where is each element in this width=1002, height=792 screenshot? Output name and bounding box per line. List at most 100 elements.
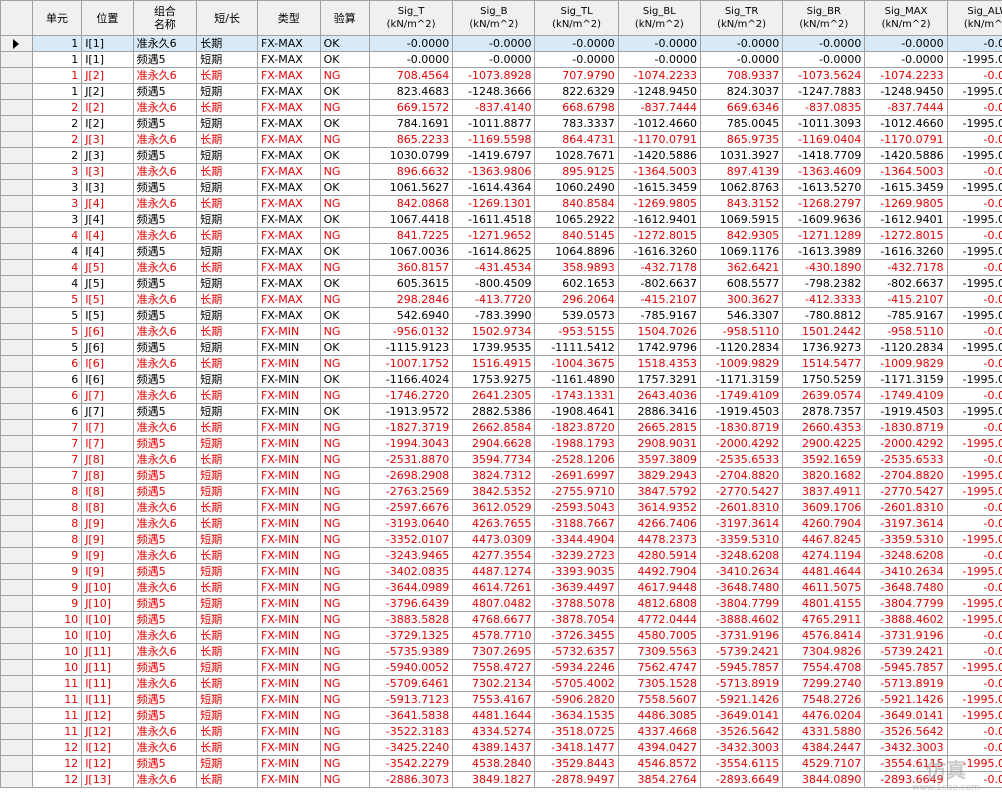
table-cell[interactable]: 4274.1194 [782, 547, 866, 564]
table-cell[interactable]: 频遇5 [132, 51, 198, 68]
table-cell[interactable]: 1514.5477 [782, 355, 866, 372]
table-cell[interactable]: 短期 [196, 371, 258, 388]
table-cell[interactable]: -3641.5838 [368, 707, 454, 724]
table-cell[interactable]: 2660.4353 [782, 419, 866, 436]
table-row[interactable]: 11 I[11] 频遇5 短期 FX-MIN NG -5913.7123 7553.4167-… [0, 691, 1002, 708]
table-cell[interactable]: 短期 [196, 595, 258, 612]
table-cell[interactable]: 频遇5 [132, 563, 198, 580]
table-cell[interactable]: 1757.3291 [617, 371, 701, 388]
table-row[interactable]: 11 J[12] 准永久6 长期 FX-MIN NG -3522.3183 4334.5274… [0, 723, 1002, 740]
table-cell[interactable]: 频遇5 [132, 339, 198, 356]
table-cell[interactable]: I[2] [81, 99, 134, 116]
table-cell[interactable]: FX-MIN [256, 627, 321, 644]
table-cell[interactable]: -0.0000 [946, 163, 1002, 180]
table-cell[interactable]: 824.3037 [699, 83, 784, 100]
table-cell[interactable]: -1614.8625 [452, 243, 536, 260]
table-cell[interactable]: -1269.9805 [864, 195, 948, 212]
table-cell[interactable]: -5735.9389 [368, 643, 454, 660]
table-cell[interactable]: NG [319, 387, 370, 404]
table-cell[interactable]: -0.0000 [946, 419, 1002, 436]
table-cell[interactable]: 1067.4418 [368, 211, 454, 228]
table-cell[interactable]: -0.0000 [782, 35, 866, 52]
table-cell[interactable]: 长期 [196, 163, 258, 180]
table-cell[interactable]: -2893.6649 [699, 771, 784, 788]
table-cell[interactable]: -2535.6533 [699, 451, 784, 468]
table-cell[interactable]: I[9] [81, 547, 134, 564]
table-cell[interactable]: -3188.7667 [534, 515, 619, 532]
table-cell[interactable]: -3197.3614 [699, 515, 784, 532]
table-cell[interactable]: 4807.0482 [452, 595, 536, 612]
table-cell[interactable]: 4266.7406 [617, 515, 701, 532]
table-cell[interactable]: 短期 [196, 483, 258, 500]
table-cell[interactable]: 2882.5386 [452, 403, 536, 420]
table-row[interactable]: 9 J[10] 频遇5 短期 FX-MIN NG -3796.6439 4807.0482 -3… [0, 595, 1002, 612]
table-cell[interactable]: 842.0868 [368, 195, 454, 212]
table-row[interactable]: 12 I[12] 准永久6 长期 FX-MIN NG -3425.2240 4389.1437… [0, 739, 1002, 756]
table-cell[interactable]: -1269.1301 [452, 195, 536, 212]
table-cell[interactable]: 1502.9734 [452, 323, 536, 340]
table-cell[interactable]: -1995.0000 [946, 115, 1002, 132]
table-cell[interactable]: 358.9893 [534, 259, 619, 276]
table-cell[interactable]: 短期 [196, 435, 258, 452]
table-cell[interactable]: -1120.2834 [864, 339, 948, 356]
table-cell[interactable]: 4476.0204 [782, 707, 866, 724]
table-cell[interactable]: -1613.3989 [782, 243, 866, 260]
table-cell[interactable]: 频遇5 [132, 147, 198, 164]
table-cell[interactable]: I[6] [81, 355, 134, 372]
table-cell[interactable]: 长期 [196, 259, 258, 276]
table-cell[interactable]: 669.1572 [368, 99, 454, 116]
table-cell[interactable]: -1913.9572 [368, 403, 454, 420]
col-header-unit[interactable]: 单元 [31, 0, 83, 36]
table-cell[interactable]: 准永久6 [132, 547, 198, 564]
table-cell[interactable]: -1009.9829 [699, 355, 784, 372]
table-row[interactable]: 10 I[10] 准永久6 长期 FX-MIN NG -3729.1325 4578.7710… [0, 627, 1002, 644]
table-cell[interactable]: 823.4683 [368, 83, 454, 100]
table-cell[interactable]: J[2] [81, 83, 134, 100]
table-cell[interactable]: -1994.3043 [368, 435, 454, 452]
table-cell[interactable]: 300.3627 [699, 291, 784, 308]
table-cell[interactable]: FX-MIN [256, 371, 321, 388]
table-cell[interactable]: -3648.7480 [699, 579, 784, 596]
table-cell[interactable]: 1069.5915 [699, 211, 784, 228]
table-cell[interactable]: -0.0000 [946, 291, 1002, 308]
table-cell[interactable]: -5732.6357 [534, 643, 619, 660]
table-cell[interactable]: 准永久6 [132, 163, 198, 180]
table-cell[interactable]: FX-MIN [256, 451, 321, 468]
table-cell[interactable]: 准永久6 [132, 643, 198, 660]
table-row[interactable]: 2 I[2] 准永久6 长期 FX-MAX NG 669.1572 -837.4140 668.… [0, 99, 1002, 116]
table-cell[interactable]: -3522.3183 [368, 723, 454, 740]
table-cell[interactable]: FX-MIN [256, 419, 321, 436]
table-cell[interactable]: -3648.7480 [864, 579, 948, 596]
table-cell[interactable]: -1823.8720 [534, 419, 619, 436]
table-cell[interactable]: 4467.8245 [782, 531, 866, 548]
table-cell[interactable]: 3 [31, 211, 83, 228]
table-row[interactable]: 4 J[5] 准永久6 长期 FX-MAX NG 360.8157 -431.4534 358.… [0, 259, 1002, 276]
table-cell[interactable]: -1073.8928 [452, 67, 536, 84]
table-cell[interactable]: 4384.2447 [782, 739, 866, 756]
table-cell[interactable]: FX-MAX [256, 307, 321, 324]
table-cell[interactable]: 2904.6628 [452, 435, 536, 452]
table-cell[interactable]: 1753.9275 [452, 371, 536, 388]
table-cell[interactable]: -1611.4518 [452, 211, 536, 228]
table-cell[interactable]: -1074.2233 [617, 67, 701, 84]
table-cell[interactable]: -5921.1426 [864, 691, 948, 708]
table-cell[interactable]: 7299.2740 [782, 675, 866, 692]
table-cell[interactable]: 3614.9352 [617, 499, 701, 516]
table-cell[interactable]: 1739.9535 [452, 339, 536, 356]
table-cell[interactable]: 频遇5 [132, 211, 198, 228]
row-header[interactable] [0, 35, 33, 52]
table-cell[interactable]: 准永久6 [132, 451, 198, 468]
table-cell[interactable]: I[7] [81, 435, 134, 452]
col-header-sig-b[interactable]: Sig_B (kN/m^2) [452, 0, 536, 36]
table-cell[interactable]: J[11] [81, 659, 134, 676]
table-cell[interactable]: 8 [31, 515, 83, 532]
table-cell[interactable]: 896.6632 [368, 163, 454, 180]
table-cell[interactable]: NG [319, 563, 370, 580]
table-row[interactable]: 5 J[6] 准永久6 长期 FX-MIN NG -956.0132 1502.9734 -95… [0, 323, 1002, 340]
table-cell[interactable]: -1743.1331 [534, 387, 619, 404]
table-cell[interactable]: J[10] [81, 579, 134, 596]
table-cell[interactable]: -0.0000 [617, 51, 701, 68]
table-cell[interactable]: I[6] [81, 371, 134, 388]
row-header[interactable] [0, 483, 33, 500]
table-cell[interactable]: 准永久6 [132, 35, 198, 52]
